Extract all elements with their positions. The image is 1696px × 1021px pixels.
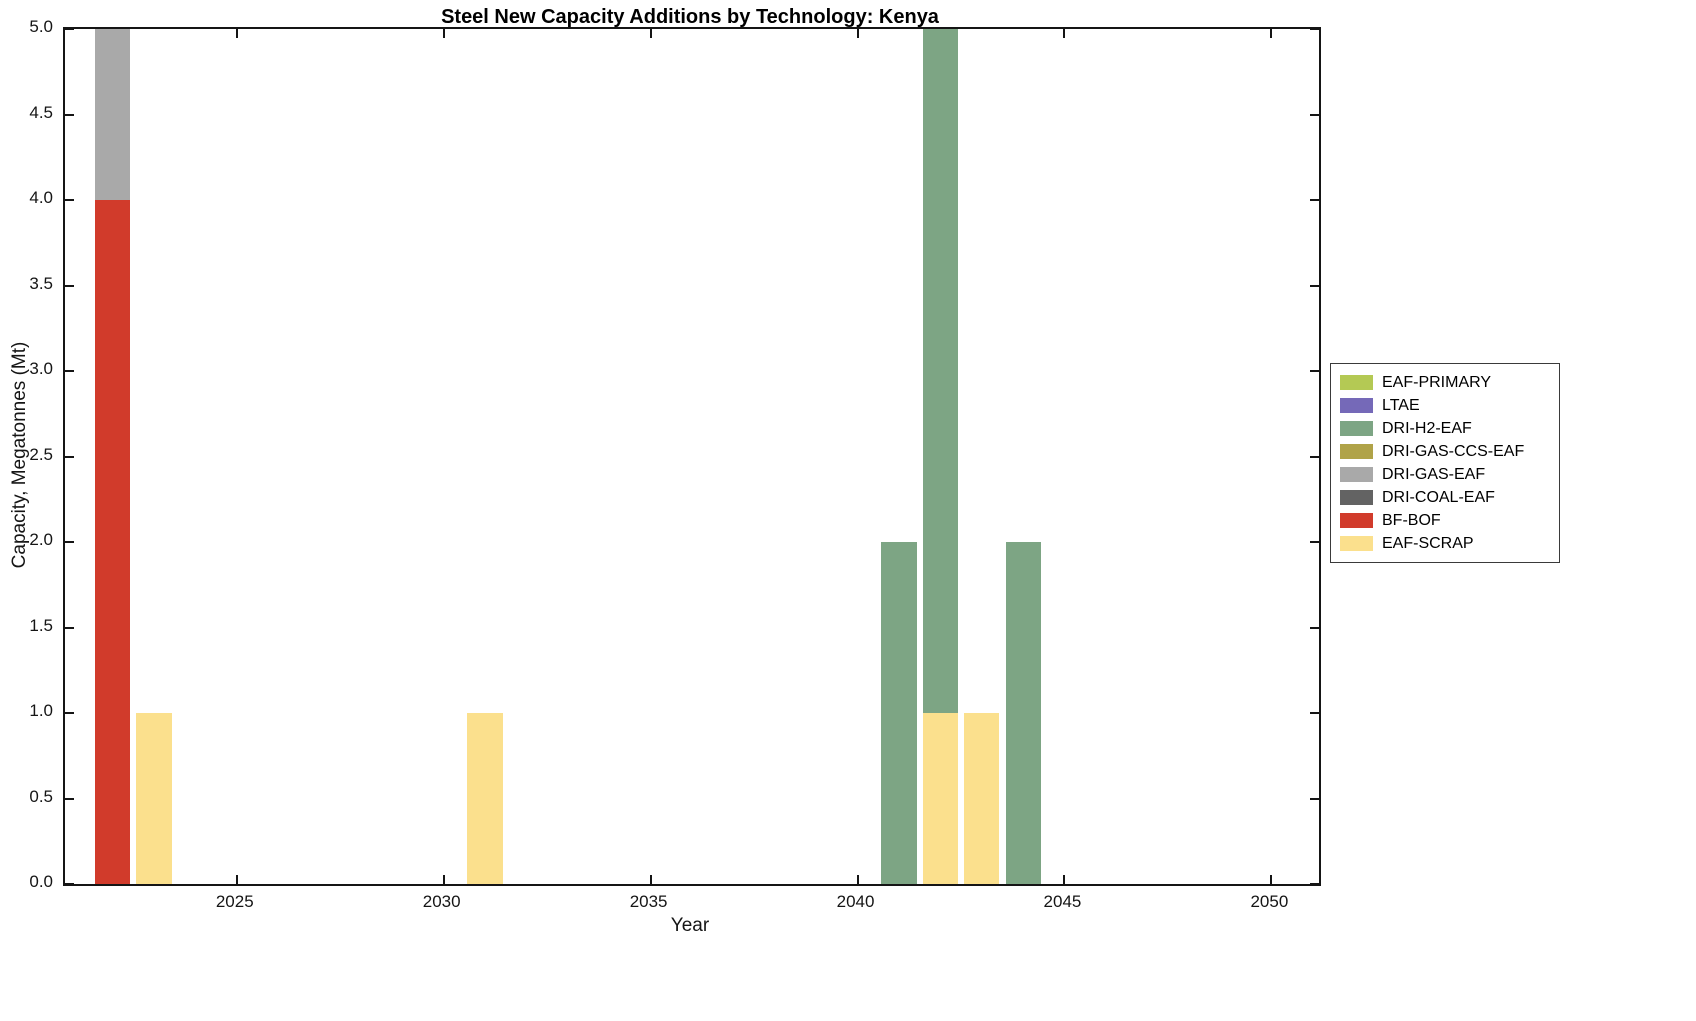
x-tick-mark [442,29,445,38]
plot-area [63,27,1321,886]
x-tick-mark [856,29,859,38]
legend: EAF-PRIMARY LTAE DRI-H2-EAF DRI-GAS-CCS-EAF… [1330,363,1560,563]
x-tick-mark [1270,29,1273,38]
y-tick-label: 5.0 [29,17,53,36]
x-tick-mark [1063,29,1066,38]
y-tick-mark [65,883,74,884]
legend-label: EAF-PRIMARY [1382,373,1492,391]
legend-label: DRI-COAL-EAF [1382,488,1495,506]
y-tick-label: 1.0 [29,701,53,720]
bar-segment [467,713,503,884]
chart-title: Steel New Capacity Additions by Technolo… [441,6,939,28]
y-tick-mark [1310,370,1319,372]
y-tick-mark [65,113,74,116]
legend-item: DRI-H2-EAF [1340,417,1550,440]
legend-swatch [1340,490,1373,505]
y-tick-label: 2.5 [29,444,53,464]
y-tick-mark [1310,29,1319,30]
bar-segment [1005,542,1041,884]
legend-label: DRI-H2-EAF [1382,419,1472,437]
x-tick-label: 2030 [422,892,461,911]
y-tick-mark [65,712,74,714]
y-tick-label: 4.5 [29,102,53,122]
y-tick-mark [65,455,74,458]
x-tick-mark [1270,875,1273,884]
bar-segment [922,29,958,713]
y-tick-label: 1.5 [29,615,53,635]
y-tick-mark [1310,541,1319,543]
bar-segment [95,29,131,200]
legend-label: BF-BOF [1382,511,1441,529]
y-tick-mark [1310,199,1319,201]
y-tick-mark [1310,626,1319,629]
x-tick-label: 2045 [1043,892,1082,911]
legend-item: DRI-GAS-CCS-EAF [1340,440,1550,463]
bar-segment [964,713,1000,884]
y-tick-mark [1310,712,1319,714]
bar-segment [95,200,131,884]
x-tick-mark [235,29,238,38]
x-tick-label: 2040 [836,892,875,911]
y-tick-mark [1310,113,1319,116]
legend-swatch [1340,467,1373,482]
y-tick-mark [65,284,74,287]
bar-segment [881,542,917,884]
legend-item: DRI-COAL-EAF [1340,486,1550,509]
x-tick-label: 2050 [1250,892,1289,911]
x-tick-mark [649,29,652,38]
y-tick-mark [1310,797,1319,800]
bar-segment [922,713,958,884]
x-tick-mark [442,875,445,884]
y-tick-mark [1310,284,1319,287]
y-tick-mark [65,797,74,800]
x-tick-label: 2035 [629,892,668,911]
legend-item: EAF-SCRAP [1340,532,1550,555]
legend-item: EAF-PRIMARY [1340,371,1550,394]
legend-swatch [1340,444,1373,459]
x-tick-label: 2025 [215,892,254,911]
x-tick-mark [235,875,238,884]
legend-item: BF-BOF [1340,509,1550,532]
y-tick-mark [65,199,74,201]
y-tick-label: 0.0 [29,872,53,891]
y-tick-label: 0.5 [29,786,53,806]
legend-label: DRI-GAS-CCS-EAF [1382,442,1525,460]
x-tick-mark [649,875,652,884]
legend-swatch [1340,398,1373,413]
legend-swatch [1340,375,1373,390]
bar-segment [136,713,172,884]
x-tick-mark [1063,875,1066,884]
y-tick-mark [65,370,74,372]
y-tick-mark [1310,455,1319,458]
legend-swatch [1340,536,1373,551]
x-axis-label: Year [670,915,710,936]
y-tick-mark [65,29,74,30]
legend-item: DRI-GAS-EAF [1340,463,1550,486]
y-tick-mark [65,626,74,629]
legend-label: DRI-GAS-EAF [1382,465,1486,483]
y-tick-mark [65,541,74,543]
x-tick-mark [856,875,859,884]
legend-swatch [1340,421,1373,436]
y-tick-label: 2.0 [29,530,53,549]
y-tick-label: 3.5 [29,273,53,293]
y-tick-mark [1310,883,1319,884]
y-tick-label: 3.0 [29,359,53,378]
legend-swatch [1340,513,1373,528]
legend-item: LTAE [1340,394,1550,417]
y-tick-label: 4.0 [29,188,53,207]
legend-label: LTAE [1382,396,1420,414]
legend-label: EAF-SCRAP [1382,534,1474,552]
